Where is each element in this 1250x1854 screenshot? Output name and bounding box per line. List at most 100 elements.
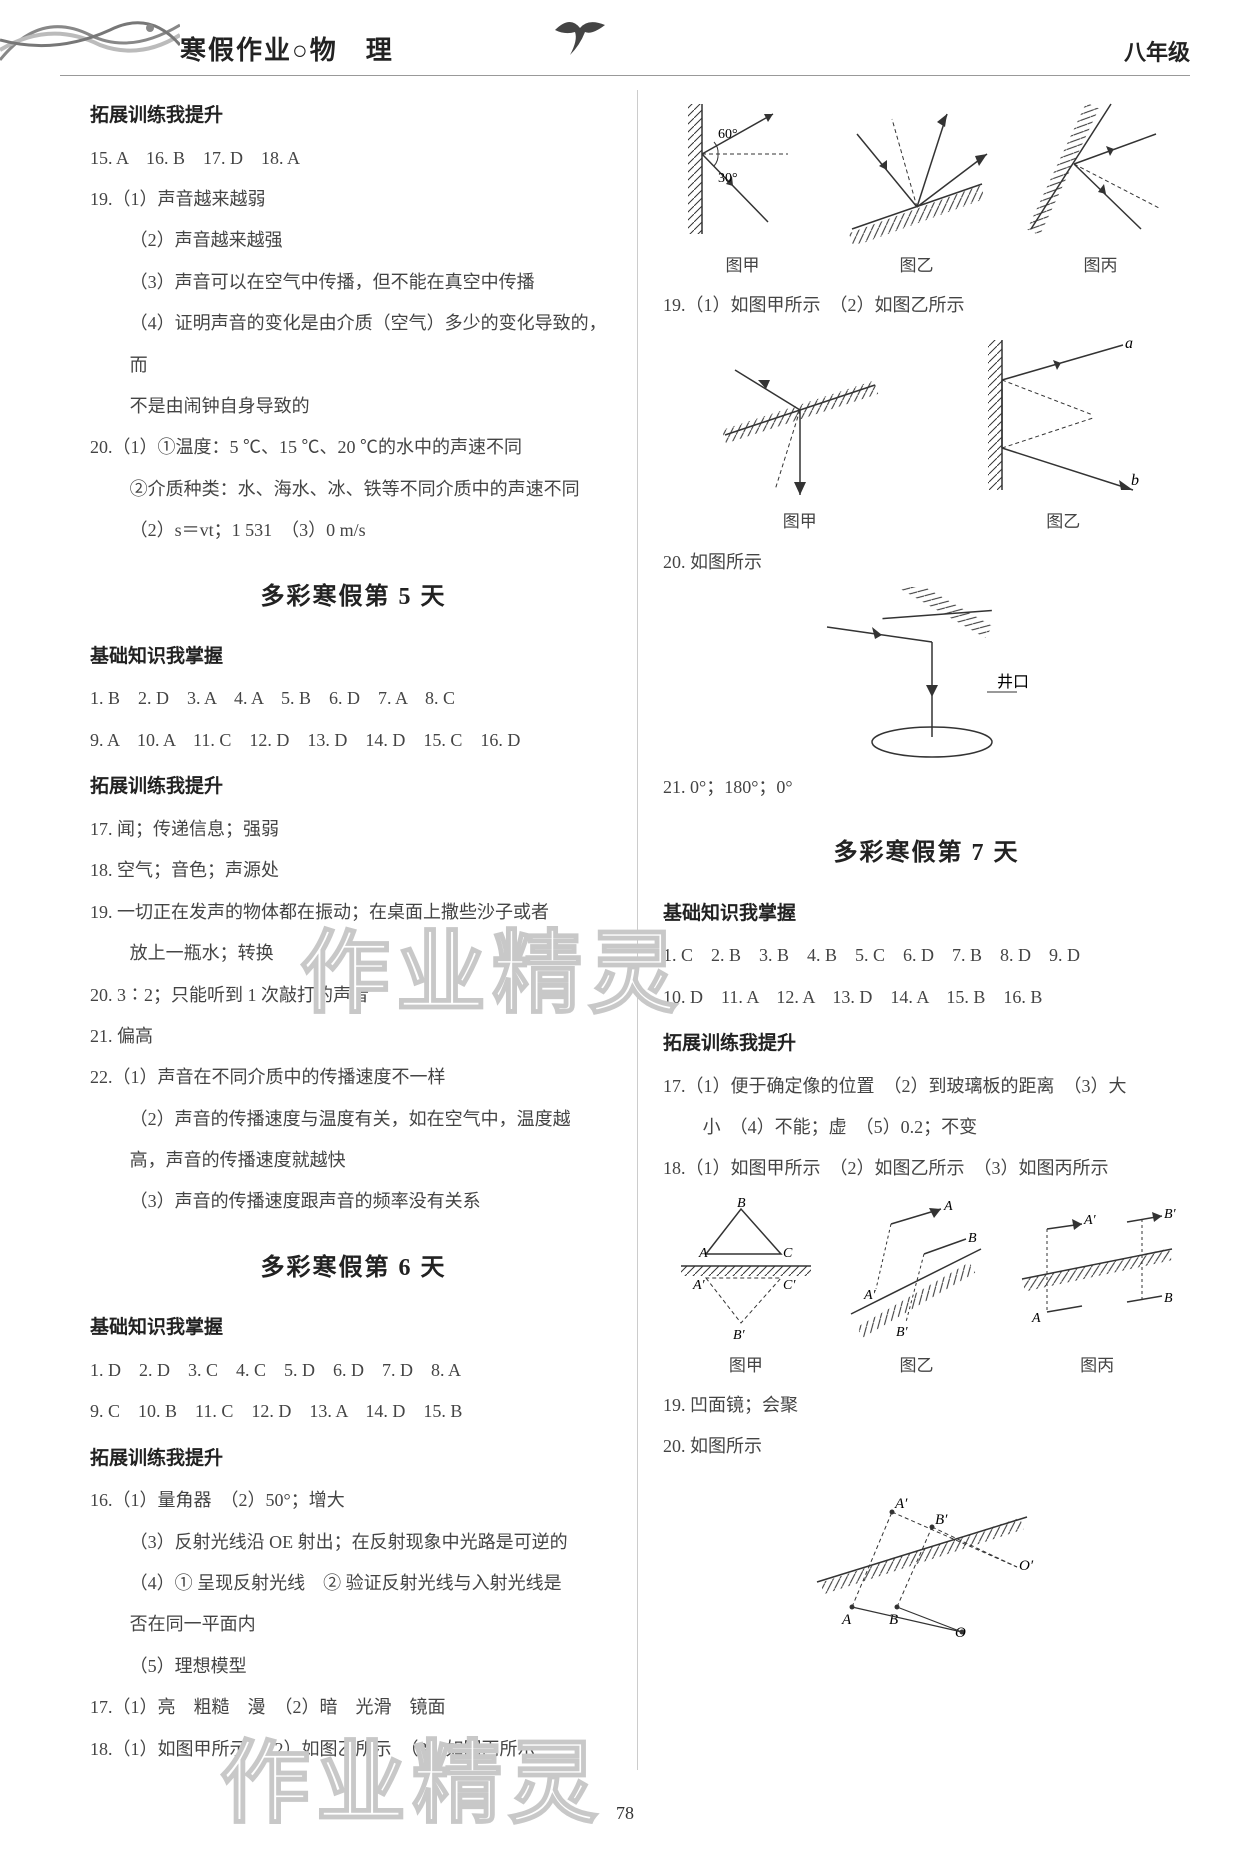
- plane-mirror-image-jia: A B C A′ B′ C′: [671, 1194, 821, 1344]
- answer-line: 15. A 16. B 17. D 18. A: [90, 138, 617, 179]
- answer-line: 19.（1）声音越来越弱: [90, 179, 617, 220]
- answer-line: 17.（1）亮 粗糙 漫 （2）暗 光滑 镜面: [90, 1687, 617, 1728]
- answer-line: 1. B 2. D 3. A 4. A 5. B 6. D 7. A 8. C: [90, 678, 617, 719]
- day-title: 多彩寒假第 7 天: [663, 826, 1190, 881]
- answer-line: 21. 0°；180°；0°: [663, 767, 1190, 808]
- answer-line: ②介质种类：水、海水、冰、铁等不同介质中的声速不同: [90, 469, 617, 510]
- figure-caption: 图乙: [837, 246, 997, 285]
- section-heading: 基础知识我掌握: [663, 892, 1190, 936]
- section-heading: 拓展训练我提升: [90, 1437, 617, 1481]
- answer-line: 20. 3∶2；只能听到 1 次敲打的声音: [90, 975, 617, 1016]
- answer-line: （2）s＝vt；1 531 （3）0 m/s: [90, 510, 617, 551]
- answer-line: 18. 空气；音色；声源处: [90, 850, 617, 891]
- double-reflection-diagram-19yi: a b: [973, 330, 1153, 500]
- answer-line: 1. D 2. D 3. C 4. C 5. D 6. D 7. D 8. A: [90, 1350, 617, 1391]
- header-swirl-decoration: [0, 0, 180, 70]
- answer-line: 20.（1）①温度：5 ℃、15 ℃、20 ℃的水中的声速不同: [90, 427, 617, 468]
- day-title: 多彩寒假第 5 天: [90, 570, 617, 625]
- answer-line: 18.（1）如图甲所示 （2）如图乙所示 （3）如图丙所示: [663, 1148, 1190, 1189]
- answer-line: 22.（1）声音在不同介质中的传播速度不一样: [90, 1057, 617, 1098]
- answer-line: （3）声音可以在空气中传播，但不能在真空中传播: [90, 262, 617, 303]
- svg-text:C′: C′: [783, 1278, 796, 1293]
- svg-text:B′: B′: [733, 1328, 746, 1343]
- answer-line: 16.（1）量角器 （2）50°；增大: [90, 1480, 617, 1521]
- section-heading: 拓展训练我提升: [90, 94, 617, 138]
- answer-line: （5）理想模型: [90, 1646, 617, 1687]
- answer-line: （2）声音的传播速度与温度有关，如在空气中，温度越: [90, 1099, 617, 1140]
- left-column: 拓展训练我提升 15. A 16. B 17. D 18. A 19.（1）声音…: [90, 90, 638, 1770]
- svg-text:a: a: [1125, 335, 1133, 352]
- answer-line: 19. 一切正在发声的物体都在振动；在桌面上撒些沙子或者: [90, 892, 617, 933]
- svg-text:A: A: [1031, 1311, 1041, 1326]
- section-heading: 基础知识我掌握: [90, 635, 617, 679]
- answer-line: 放上一瓶水；转换: [90, 933, 617, 974]
- answer-line: 10. D 11. A 12. A 13. D 14. A 15. B 16. …: [663, 977, 1190, 1018]
- svg-text:B′: B′: [896, 1325, 909, 1340]
- answer-line: 17.（1）便于确定像的位置 （2）到玻璃板的距离 （3）大: [663, 1066, 1190, 1107]
- book-title: 寒假作业○物 理: [180, 30, 394, 67]
- svg-text:A: A: [841, 1612, 852, 1628]
- reflection-diagram-jia: 60° 30°: [678, 94, 808, 244]
- reflection-diagram-19jia: [700, 350, 900, 500]
- svg-text:B: B: [889, 1612, 898, 1628]
- answer-line: （4）① 呈现反射光线 ② 验证反射光线与入射光线是: [90, 1563, 617, 1604]
- svg-text:A: A: [698, 1246, 708, 1261]
- svg-text:C: C: [783, 1246, 793, 1261]
- figure-row-20b: A B O A′ B′ O′: [663, 1472, 1190, 1642]
- section-heading: 基础知识我掌握: [90, 1306, 617, 1350]
- figure-caption: 图乙: [836, 1346, 996, 1385]
- answer-line: 19. 凹面镜；会聚: [663, 1385, 1190, 1426]
- svg-text:B′: B′: [1164, 1207, 1177, 1222]
- plane-mirror-image-bing: A′ B′ A B: [1012, 1194, 1182, 1344]
- answer-line: （4）证明声音的变化是由介质（空气）多少的变化导致的，而: [90, 303, 617, 386]
- answer-line: 17. 闻；传递信息；强弱: [90, 809, 617, 850]
- svg-text:B: B: [737, 1196, 746, 1211]
- plane-mirror-two-points-diagram: A B O A′ B′ O′: [797, 1472, 1057, 1642]
- page-header: 寒假作业○物 理 八年级: [0, 0, 1250, 80]
- answer-line: 小 （4）不能；虚 （5）0.2；不变: [663, 1107, 1190, 1148]
- plane-mirror-image-yi: A A′ B B′: [836, 1194, 996, 1344]
- figure-caption: 图乙: [973, 502, 1153, 541]
- figure-row-20: 井口: [663, 587, 1190, 767]
- reflection-diagram-yi: [837, 94, 997, 244]
- svg-text:A: A: [943, 1199, 953, 1214]
- header-rule: [60, 75, 1190, 76]
- figure-caption: 图甲: [671, 1346, 821, 1385]
- svg-text:O: O: [955, 1625, 966, 1641]
- figure-caption: 图丙: [1026, 246, 1176, 285]
- answer-line: （3）反射光线沿 OE 射出；在反射现象中光路是可逆的: [90, 1522, 617, 1563]
- answer-line: 1. C 2. B 3. B 4. B 5. C 6. D 7. B 8. D …: [663, 935, 1190, 976]
- figure-caption: 图甲: [700, 502, 900, 541]
- svg-text:B′: B′: [935, 1512, 948, 1528]
- figure-row-19: 图甲 a b 图乙: [663, 330, 1190, 541]
- svg-text:A′: A′: [1083, 1213, 1097, 1228]
- answer-line: 20. 如图所示: [663, 542, 1190, 583]
- answer-line: 18.（1）如图甲所示 （2）如图乙所示 （3）如图丙所示: [90, 1729, 617, 1770]
- svg-text:B: B: [968, 1231, 977, 1246]
- svg-text:A′: A′: [863, 1288, 877, 1303]
- well-mirror-diagram: 井口: [787, 587, 1067, 767]
- day-title: 多彩寒假第 6 天: [90, 1241, 617, 1296]
- answer-line: （3）声音的传播速度跟声音的频率没有关系: [90, 1181, 617, 1222]
- answer-line: 高，声音的传播速度就越快: [90, 1140, 617, 1181]
- svg-text:30°: 30°: [718, 171, 738, 186]
- reflection-diagram-bing: [1026, 94, 1176, 244]
- answer-line: （2）声音越来越强: [90, 220, 617, 261]
- svg-text:b: b: [1131, 472, 1139, 489]
- figure-caption: 图丙: [1012, 1346, 1182, 1385]
- answer-line: 不是由闹钟自身导致的: [90, 386, 617, 427]
- figure-caption: 图甲: [678, 246, 808, 285]
- figure-row-18: A B C A′ B′ C′ 图甲 A: [663, 1194, 1190, 1385]
- svg-text:60°: 60°: [718, 127, 738, 142]
- svg-text:A′: A′: [692, 1278, 706, 1293]
- svg-text:A′: A′: [894, 1496, 908, 1512]
- page-number: 78: [0, 1803, 1250, 1824]
- svg-text:O′: O′: [1019, 1558, 1034, 1574]
- figure-row-top: 60° 30° 图甲 图: [663, 94, 1190, 285]
- section-heading: 拓展训练我提升: [663, 1022, 1190, 1066]
- answer-line: 9. A 10. A 11. C 12. D 13. D 14. D 15. C…: [90, 720, 617, 761]
- answer-line: 20. 如图所示: [663, 1426, 1190, 1467]
- svg-text:B: B: [1164, 1291, 1173, 1306]
- grade-label: 八年级: [1124, 35, 1190, 67]
- content-area: 拓展训练我提升 15. A 16. B 17. D 18. A 19.（1）声音…: [0, 80, 1250, 1770]
